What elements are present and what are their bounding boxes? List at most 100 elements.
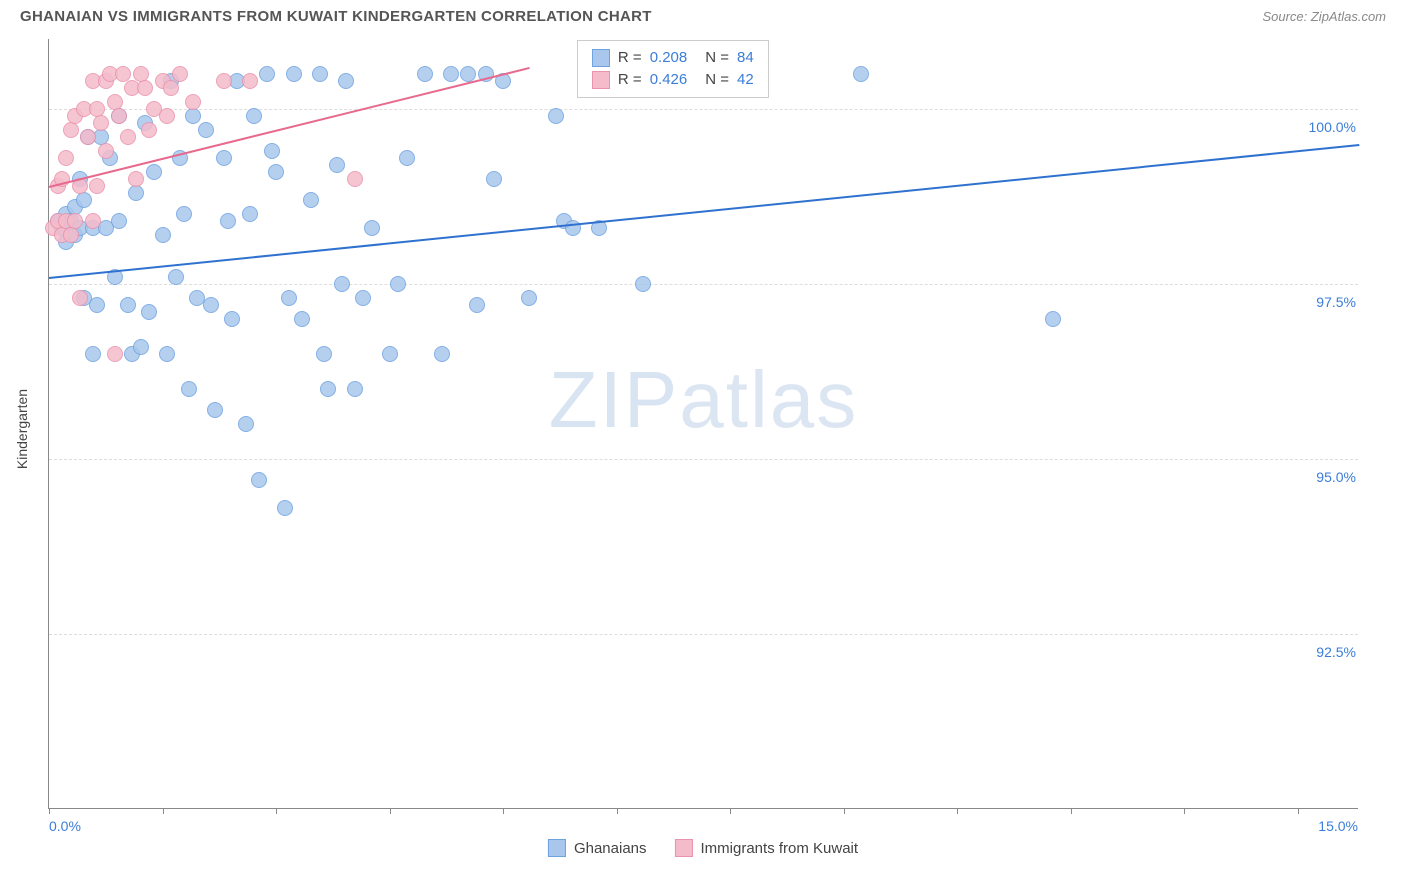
gridline — [49, 284, 1358, 285]
data-point — [72, 290, 88, 306]
data-point — [120, 297, 136, 313]
data-point — [246, 108, 262, 124]
data-point — [111, 213, 127, 229]
data-point — [203, 297, 219, 313]
header: GHANAIAN VS IMMIGRANTS FROM KUWAIT KINDE… — [0, 0, 1406, 29]
data-point — [312, 66, 328, 82]
y-tick-label: 97.5% — [1312, 294, 1360, 310]
data-point — [486, 171, 502, 187]
stats-legend: R =0.208N =84R = 0.426 N = 42 — [577, 40, 769, 98]
r-label: R = — [618, 47, 642, 69]
legend-label: Immigrants from Kuwait — [701, 840, 859, 857]
data-point — [89, 178, 105, 194]
data-point — [63, 122, 79, 138]
r-value: 0.426 — [650, 69, 688, 91]
gridline — [49, 634, 1358, 635]
r-label: R = — [618, 69, 642, 91]
data-point — [382, 346, 398, 362]
data-point — [120, 129, 136, 145]
x-tick — [503, 808, 504, 814]
data-point — [111, 108, 127, 124]
trend-line — [49, 67, 530, 188]
data-point — [128, 171, 144, 187]
x-tick — [730, 808, 731, 814]
x-tick — [957, 808, 958, 814]
data-point — [242, 73, 258, 89]
n-label: N = — [705, 69, 729, 91]
data-point — [141, 304, 157, 320]
data-point — [443, 66, 459, 82]
data-point — [185, 94, 201, 110]
data-point — [281, 290, 297, 306]
x-tick — [49, 808, 50, 814]
data-point — [176, 206, 192, 222]
data-point — [168, 269, 184, 285]
data-point — [347, 381, 363, 397]
x-tick — [617, 808, 618, 814]
data-point — [242, 206, 258, 222]
data-point — [355, 290, 371, 306]
data-point — [294, 311, 310, 327]
x-tick-label-end: 15.0% — [1318, 818, 1358, 834]
chart-container: Kindergarten ZIPatlas 92.5% 95.0% 97.5% 100… — [0, 29, 1406, 859]
legend-swatch — [548, 839, 566, 857]
stats-legend-row: R =0.208N =84 — [592, 47, 754, 69]
legend-swatch — [675, 839, 693, 857]
data-point — [85, 213, 101, 229]
legend-item: Ghanaians — [548, 839, 647, 857]
data-point — [80, 129, 96, 145]
y-tick-label: 92.5% — [1312, 644, 1360, 660]
data-point — [334, 276, 350, 292]
y-tick-label: 100.0% — [1305, 119, 1360, 135]
n-value: 42 — [737, 69, 754, 91]
legend-label: Ghanaians — [574, 840, 647, 857]
data-point — [159, 346, 175, 362]
x-tick — [276, 808, 277, 814]
data-point — [181, 381, 197, 397]
data-point — [141, 122, 157, 138]
x-tick — [1071, 808, 1072, 814]
data-point — [58, 150, 74, 166]
data-point — [220, 213, 236, 229]
x-tick — [1184, 808, 1185, 814]
data-point — [63, 227, 79, 243]
data-point — [85, 346, 101, 362]
data-point — [93, 115, 109, 131]
data-point — [434, 346, 450, 362]
stats-legend-row: R = 0.426 N = 42 — [592, 69, 754, 91]
data-point — [635, 276, 651, 292]
data-point — [128, 185, 144, 201]
watermark-right: atlas — [679, 355, 858, 444]
data-point — [155, 227, 171, 243]
data-point — [163, 80, 179, 96]
data-point — [390, 276, 406, 292]
data-point — [268, 164, 284, 180]
data-point — [251, 472, 267, 488]
data-point — [133, 339, 149, 355]
y-tick-label: 95.0% — [1312, 469, 1360, 485]
data-point — [347, 171, 363, 187]
y-axis-label: Kindergarten — [14, 389, 30, 469]
legend-swatch — [592, 49, 610, 67]
watermark-left: ZIP — [549, 355, 679, 444]
data-point — [146, 164, 162, 180]
data-point — [207, 402, 223, 418]
data-point — [107, 346, 123, 362]
data-point — [303, 192, 319, 208]
data-point — [277, 500, 293, 516]
data-point — [364, 220, 380, 236]
x-tick — [163, 808, 164, 814]
data-point — [76, 192, 92, 208]
data-point — [399, 150, 415, 166]
data-point — [286, 66, 302, 82]
x-tick — [844, 808, 845, 814]
bottom-legend: Ghanaians Immigrants from Kuwait — [548, 839, 858, 857]
gridline — [49, 109, 1358, 110]
data-point — [216, 150, 232, 166]
data-point — [198, 122, 214, 138]
gridline — [49, 459, 1358, 460]
data-point — [224, 311, 240, 327]
data-point — [853, 66, 869, 82]
plot-area: ZIPatlas 92.5%95.0%97.5%100.0%0.0%15.0%R… — [48, 39, 1358, 809]
data-point — [137, 80, 153, 96]
